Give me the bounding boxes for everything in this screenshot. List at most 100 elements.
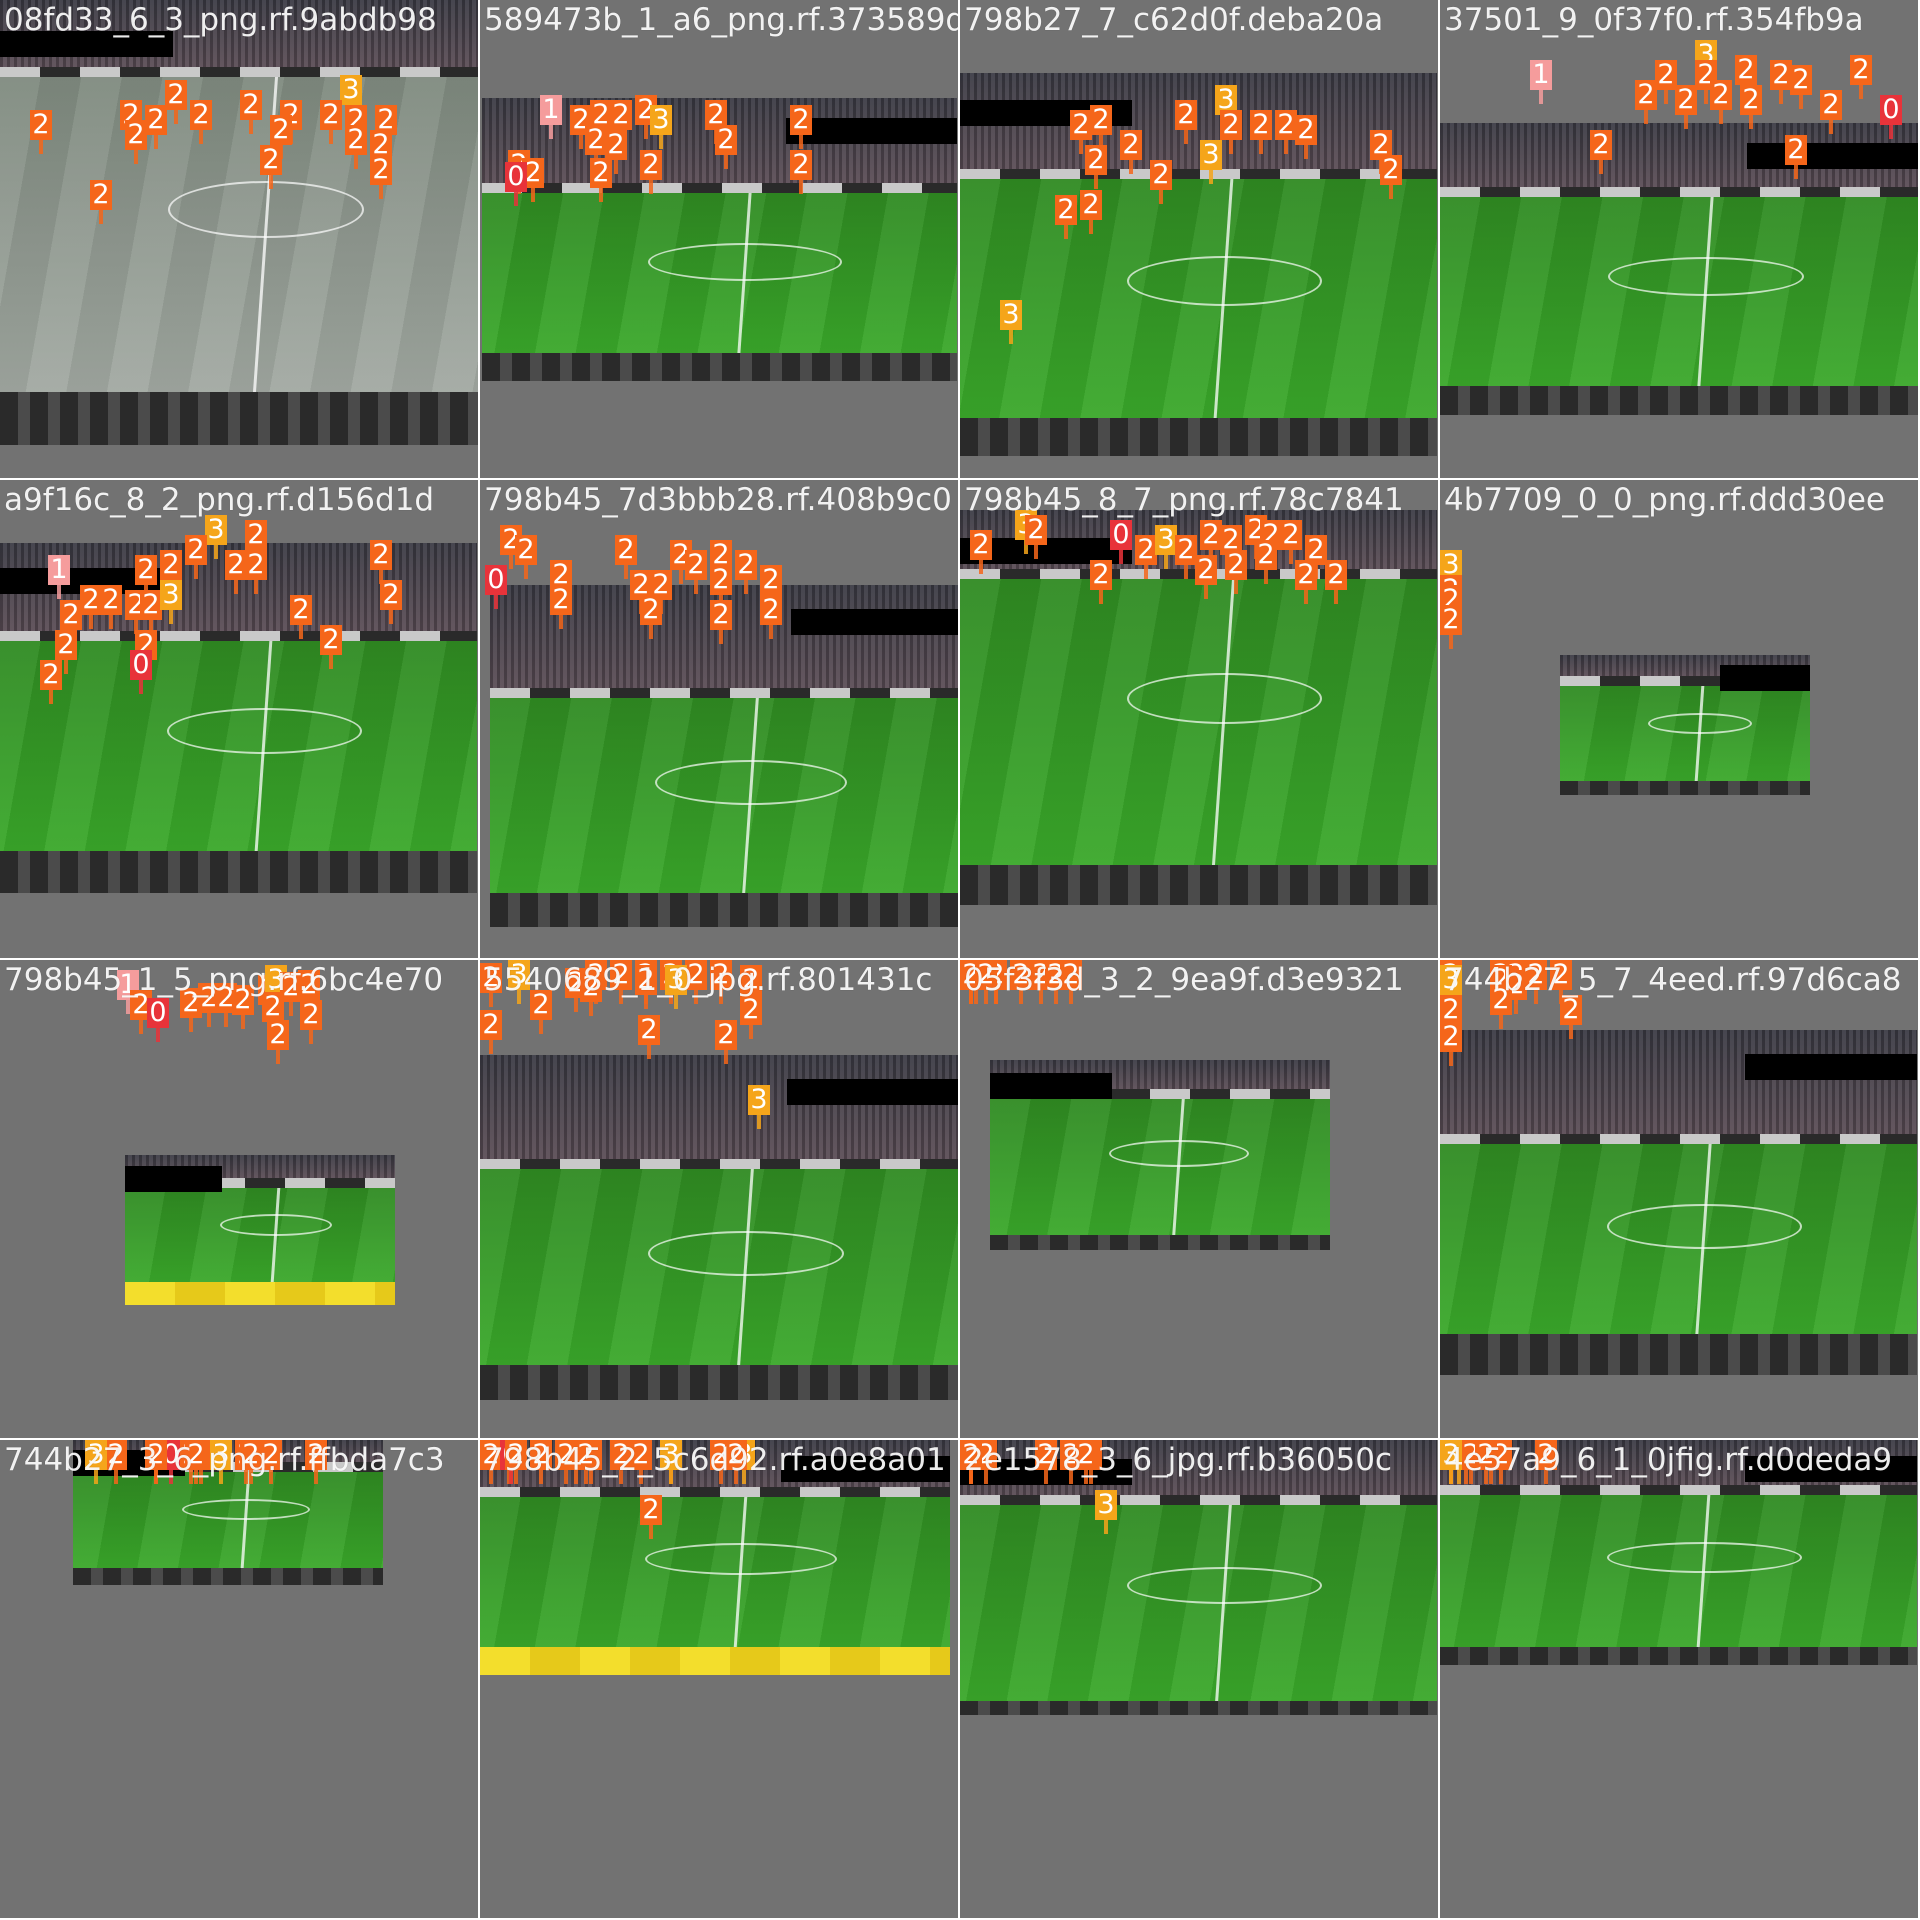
detection-label-class-3: 3 [665,965,687,1009]
tile-filename: a9f16c_8_2_png.rf.d156d1d [4,482,435,518]
detection-label-class-2: 2 [320,100,342,144]
detection-label-class-2: 2 [1085,145,1107,189]
detection-label-class-3: 3 [340,75,362,119]
mosaic-tile: 222222232322220222798b45_2_5c6d92.rf.a0e… [480,1440,960,1920]
detection-label-class-2: 2 [270,115,292,159]
detection-label-class-2: 2 [1150,160,1172,204]
detection-label-class-2: 2 [610,1440,632,1484]
detection-label-class-2: 2 [1055,195,1077,239]
detection-label-class-3: 3 [1200,140,1222,184]
detection-label-class-2: 2 [1175,535,1197,579]
mosaic-tile: 32222222222232222235540689_1_0_jpg.rf.80… [480,960,960,1440]
detection-label-class-2: 2 [100,585,122,629]
stadium-photo [960,1440,1437,1715]
detection-label-class-2: 2 [1675,85,1697,129]
detection-label-class-2: 2 [580,972,602,1016]
detection-label-class-1: 1 [48,555,70,599]
detection-label-class-2: 2 [1295,560,1317,604]
detection-label-class-2: 2 [240,90,262,134]
detection-label-class-2: 2 [300,1000,322,1044]
detection-label-class-2: 2 [640,1495,662,1539]
centre-circle [1127,1567,1322,1604]
detection-label-class-0: 0 [485,565,507,609]
advertising-board [480,1487,950,1497]
detection-label-class-2: 2 [610,100,632,144]
advertising-board [1440,187,1918,197]
advertising-board [1560,676,1810,686]
mosaic-tile: 1202222222222223222222744b27_5_7_4eed.rf… [1440,960,1920,1440]
detection-label-class-0: 0 [147,998,169,1042]
tile-filename: 37501_9_0f37f0.rf.354fb9a [1444,2,1864,38]
centre-circle [167,708,362,754]
redaction-bar [791,609,958,635]
detection-label-class-2: 2 [1370,130,1392,174]
detection-label-class-2: 2 [1535,1440,1557,1484]
detection-label-class-2: 2 [1785,135,1807,179]
detection-label-class-2: 2 [1120,130,1142,174]
football-pitch [990,1099,1330,1235]
redaction-bar [990,1073,1112,1099]
detection-label-class-2: 2 [505,1440,527,1484]
centre-circle [648,1231,844,1276]
detection-label-class-3: 3 [1440,1440,1462,1484]
redaction-bar [786,118,957,144]
detection-label-class-2: 2 [760,565,782,609]
detection-label-class-2: 2 [1305,535,1327,579]
detection-label-class-2: 2 [1275,110,1297,154]
redaction-bar [125,1166,222,1192]
detection-label-class-2: 2 [1200,520,1222,564]
detection-label-class-2: 2 [1850,55,1872,99]
detection-label-class-2: 2 [305,1440,327,1484]
detection-label-class-2: 2 [1560,995,1582,1039]
detection-label-class-2: 2 [725,1440,747,1484]
detection-label-class-2: 2 [90,180,112,224]
detection-label-class-2: 2 [1060,960,1082,1004]
detection-label-class-2: 2 [320,625,342,669]
detection-label-class-2: 2 [715,125,737,169]
detection-label-class-2: 2 [575,1440,597,1484]
advertising-board [490,688,958,698]
mosaic-tile: 22322222222222222208fd33_6_3_png.rf.9abd… [0,0,480,480]
detection-label-class-2: 2 [80,585,102,629]
detection-label-class-2: 2 [380,580,402,624]
advertising-board [125,1178,395,1188]
redaction-bar [1747,143,1918,169]
detection-label-class-2: 2 [40,660,62,704]
detection-label-class-2: 2 [135,555,157,599]
stadium-photo [1560,655,1810,795]
foreground-sideline [482,353,957,381]
detection-label-class-2: 2 [1550,960,1572,1004]
detection-label-class-3: 3 [210,1440,232,1484]
centre-circle [1608,257,1804,296]
detection-label-class-2: 2 [245,550,267,594]
mosaic-tile: 12222322222222220589473b_1_a6_png.rf.373… [480,0,960,480]
mosaic-tile: 32222222222222222232e1578_3_6_jpg.rf.b36… [960,1440,1440,1920]
mosaic-tile: 2 2 0 2 2 2 2 2 2 2 2 2 2 2 2 2 2 798b45_7d3bbb28.rf.408b… [480,480,960,960]
foreground-sideline [480,1365,958,1400]
mosaic-tile: 2202232222223744b27_3_6_png.rf.ffbda7c3 [0,1440,480,1920]
foreground-sideline [480,1647,950,1675]
foreground-sideline [73,1568,383,1585]
detection-label-class-2: 2 [262,992,284,1036]
stadium-photo [480,1440,950,1675]
foreground-sideline [0,851,477,893]
detection-label-class-2: 2 [550,560,572,604]
detection-label-class-2: 2 [260,1440,282,1484]
detection-label-class-2: 2 [585,125,607,169]
detection-label-class-2: 2 [1655,60,1677,104]
centre-circle [1127,256,1322,306]
stadium-photo [1440,1440,1917,1665]
stadium-photo [990,1060,1330,1250]
detection-label-class-2: 2 [60,600,82,644]
mosaic-tile: 3220232222222222222798b45_8_7_png.rf.78c… [960,480,1440,960]
detection-label-class-3: 3 [748,1085,770,1129]
detection-label-class-2: 2 [267,1020,289,1064]
detection-label-class-2: 2 [1070,110,1092,154]
detection-label-class-2: 2 [180,988,202,1032]
detection-label-class-2: 2 [1770,60,1792,104]
detection-label-class-3: 3 [1155,525,1177,569]
detection-label-class-2: 2 [345,125,367,169]
advertising-board [960,169,1437,179]
centre-circle [1607,1204,1802,1249]
detection-label-class-2: 2 [105,1440,127,1484]
